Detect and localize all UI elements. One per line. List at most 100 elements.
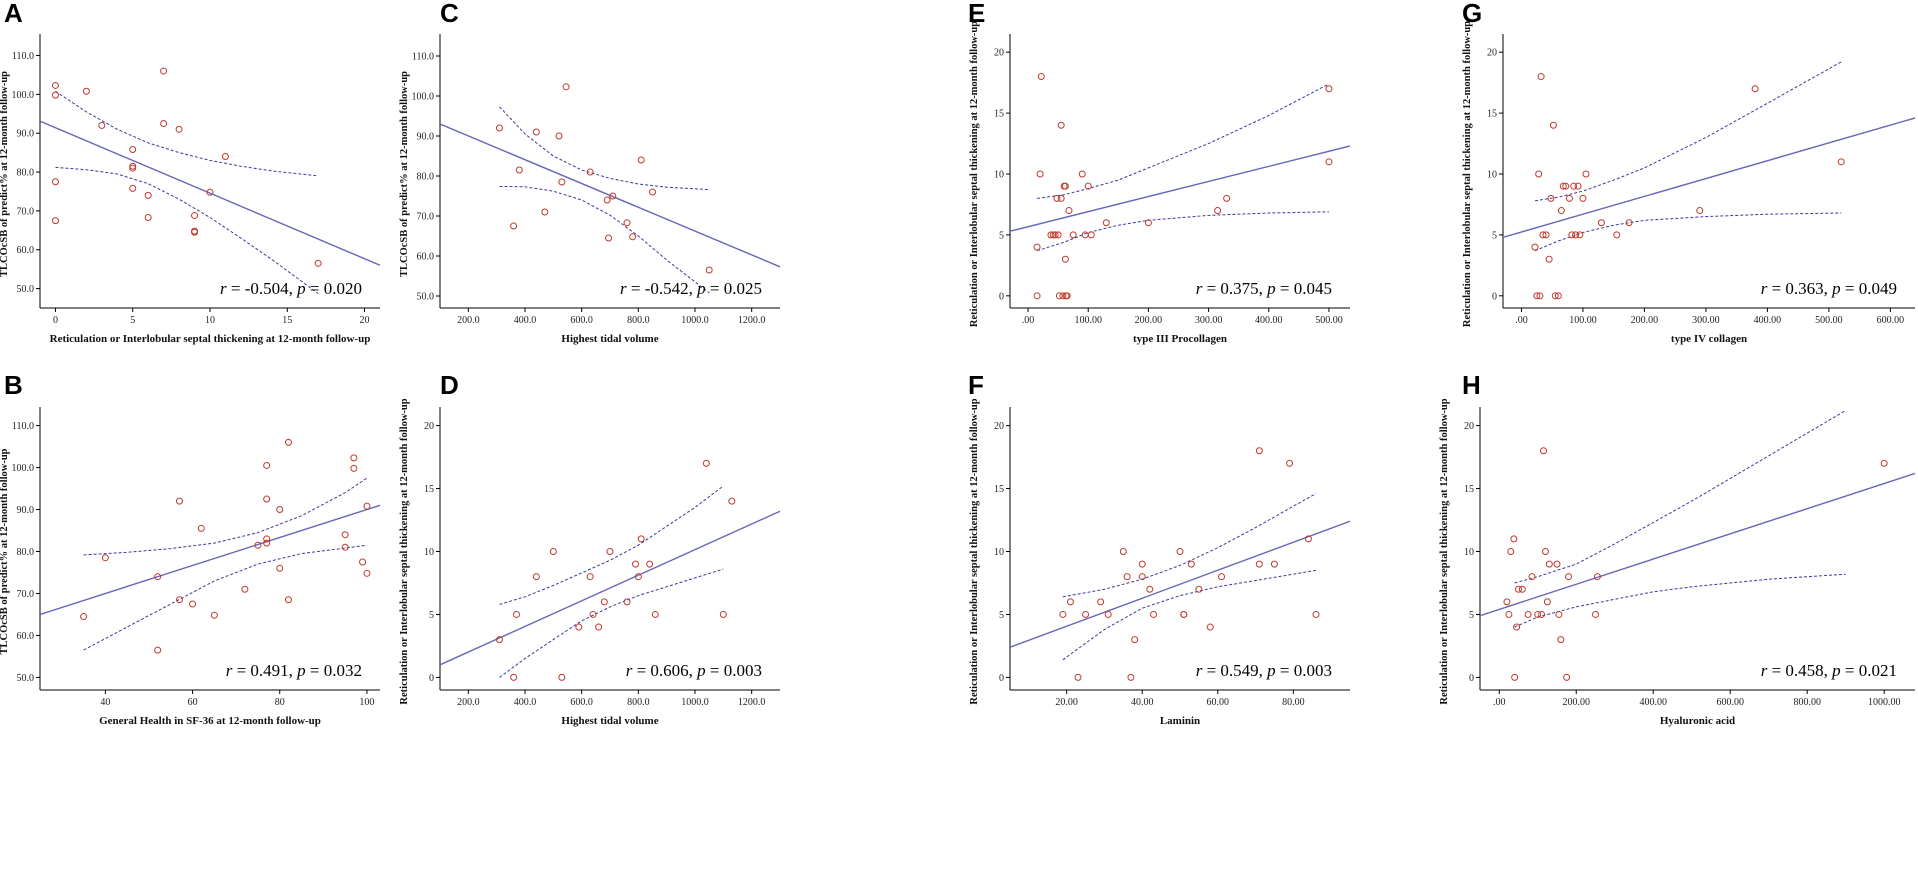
- y-tick-label: 100.0: [12, 463, 35, 474]
- data-point: [629, 233, 637, 241]
- data-point: [350, 454, 358, 462]
- x-tick-label: 600.00: [1877, 315, 1905, 326]
- x-tick-label: 40: [100, 697, 110, 708]
- data-point: [1037, 73, 1045, 81]
- p-value: 0.003: [1294, 661, 1332, 680]
- ci-lower-line: [1514, 573, 1846, 628]
- y-tick-label: 5: [999, 610, 1004, 621]
- data-point: [51, 217, 59, 225]
- x-tick-label: 400.00: [1639, 697, 1667, 708]
- data-point: [1513, 623, 1521, 631]
- x-tick-label: 600.0: [570, 315, 593, 326]
- y-tick-label: 60.0: [417, 252, 435, 263]
- x-axis-label: type IV collagen: [1671, 333, 1747, 345]
- data-point: [1570, 182, 1578, 190]
- panel-letter: A: [4, 0, 23, 28]
- y-axis-label: TLCOcSB of predict% at 12-month follow-u…: [0, 448, 10, 654]
- y-tick-label: 0: [999, 673, 1004, 684]
- y-axis-label: Reticulation or Interlobular septal thic…: [399, 398, 410, 704]
- x-tick-label: 60.00: [1207, 697, 1230, 708]
- data-point: [1066, 598, 1074, 606]
- data-point: [623, 219, 631, 227]
- y-tick-label: 70.0: [417, 212, 435, 223]
- data-point: [1074, 673, 1082, 681]
- data-point: [276, 564, 284, 572]
- data-point: [558, 673, 566, 681]
- y-tick-label: 110.0: [12, 421, 34, 432]
- data-point: [1579, 194, 1587, 202]
- data-point: [359, 558, 367, 566]
- panel-letter: H: [1462, 370, 1481, 400]
- p-value: 0.045: [1294, 279, 1332, 298]
- data-point: [1514, 585, 1522, 593]
- x-tick-label: 1200.0: [738, 315, 766, 326]
- data-point: [1084, 182, 1092, 190]
- data-point: [1102, 219, 1110, 227]
- data-point: [632, 560, 639, 568]
- y-tick-label: 100.0: [12, 90, 35, 101]
- panel-a: A 0 5 10 15 20 50.0 60.0 70.0 80.0 90.0 100.0 110.0 R…: [0, 0, 380, 345]
- y-tick-label: 0: [1492, 291, 1497, 302]
- data-point: [589, 610, 597, 618]
- data-point: [1511, 673, 1519, 681]
- data-point: [634, 573, 642, 581]
- x-tick-label: 400.0: [514, 315, 537, 326]
- data-point: [1255, 447, 1263, 455]
- y-tick-label: 15: [994, 109, 1004, 120]
- x-tick-label: 600.00: [1716, 697, 1744, 708]
- data-point: [562, 83, 570, 91]
- x-tick-label: 500.00: [1815, 315, 1843, 326]
- ci-lower-line: [1036, 211, 1329, 252]
- data-point: [1572, 231, 1580, 239]
- x-tick-label: 40.00: [1131, 697, 1154, 708]
- data-point: [513, 610, 520, 618]
- y-tick-label: 70.0: [17, 589, 35, 600]
- y-tick-label: 80.0: [17, 168, 35, 179]
- data-point: [637, 535, 645, 543]
- x-tick-label: 1000.0: [681, 697, 709, 708]
- y-tick-label: 90.0: [417, 132, 435, 143]
- data-point: [1146, 585, 1154, 593]
- y-tick-label: 90.0: [17, 505, 35, 516]
- data-point: [363, 569, 371, 577]
- x-tick-label: 200.00: [1631, 315, 1659, 326]
- x-tick-label: 800.0: [627, 697, 650, 708]
- y-tick-label: 10: [1464, 547, 1474, 558]
- data-point: [1119, 548, 1127, 555]
- data-point: [129, 184, 137, 192]
- data-point: [1176, 548, 1184, 555]
- data-point: [160, 67, 168, 75]
- data-point: [191, 212, 199, 220]
- y-tick-label: 15: [994, 484, 1004, 495]
- panel-g: G .00 100.00 200.00 300.00 400.00 500.00 600.00…: [1462, 0, 1915, 345]
- x-tick-label: 20.00: [1055, 697, 1078, 708]
- y-tick-label: 5: [999, 230, 1004, 241]
- x-tick-label: .00: [1515, 315, 1528, 326]
- panel-letter: C: [440, 0, 459, 28]
- data-point: [1507, 548, 1515, 555]
- data-point: [1503, 598, 1511, 606]
- data-point: [1597, 219, 1605, 227]
- data-point: [1574, 182, 1582, 190]
- data-point: [1545, 255, 1553, 263]
- data-point: [51, 178, 59, 186]
- data-point: [651, 610, 659, 618]
- x-tick-label: 400.00: [1255, 315, 1283, 326]
- data-point: [603, 196, 611, 204]
- panel-h: H .00 200.00 400.00 600.00 800.00 1000.00 0 5 10 1…: [1439, 370, 1915, 727]
- p-value: 0.003: [724, 661, 762, 680]
- data-point: [586, 168, 594, 176]
- data-point: [1551, 292, 1559, 300]
- data-point: [606, 548, 614, 555]
- regression-line: [1480, 472, 1915, 617]
- x-axis-label: Hyaluronic acid: [1660, 715, 1735, 727]
- data-point: [1065, 207, 1073, 215]
- data-point: [1255, 560, 1263, 568]
- y-tick-label: 20: [424, 421, 434, 432]
- data-point: [263, 535, 271, 543]
- regression-line: [40, 504, 380, 616]
- y-tick-label: 20: [994, 48, 1004, 59]
- data-point: [284, 438, 292, 446]
- data-point: [51, 81, 59, 89]
- x-tick-label: 400.0: [514, 697, 537, 708]
